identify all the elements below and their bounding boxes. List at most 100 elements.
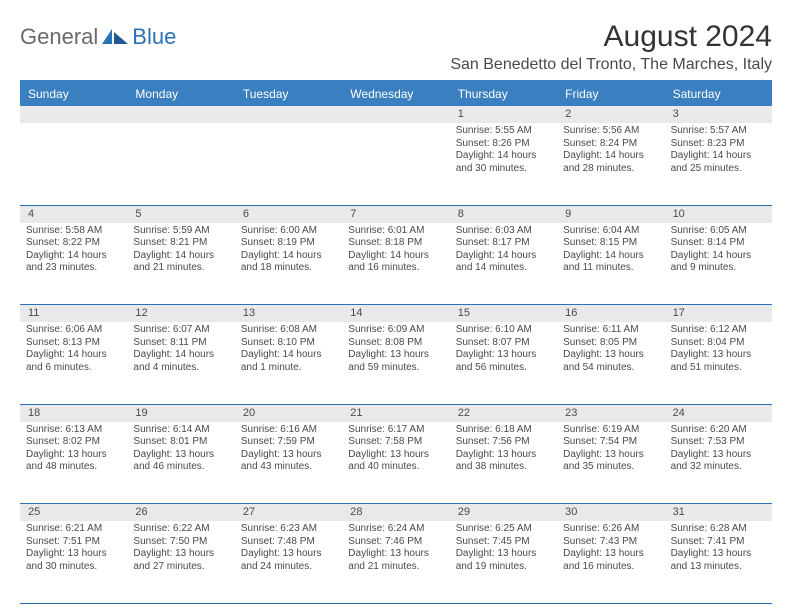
brand-general: General [20,24,98,50]
dow-tuesday: Tuesday [235,82,342,106]
day-detail-line: Daylight: 13 hours and 16 minutes. [563,548,658,573]
day-details: Sunrise: 6:21 AMSunset: 7:51 PMDaylight:… [20,521,127,603]
day-details: Sunrise: 6:20 AMSunset: 7:53 PMDaylight:… [665,422,772,504]
day-details: Sunrise: 6:16 AMSunset: 7:59 PMDaylight:… [235,422,342,504]
day-detail-line: Sunset: 7:51 PM [26,536,121,549]
day-detail-line: Sunrise: 6:26 AM [563,523,658,536]
day-detail-line: Sunrise: 6:10 AM [456,324,551,337]
day-number-row: 18192021222324 [20,405,772,422]
day-detail-line: Daylight: 13 hours and 56 minutes. [456,349,551,374]
day-detail-line: Daylight: 13 hours and 27 minutes. [133,548,228,573]
day-detail-line: Daylight: 13 hours and 24 minutes. [241,548,336,573]
day-details: Sunrise: 6:22 AMSunset: 7:50 PMDaylight:… [127,521,234,603]
day-detail-line: Sunset: 8:14 PM [671,237,766,250]
day-detail-line: Sunrise: 6:24 AM [348,523,443,536]
week-row: 123Sunrise: 5:55 AMSunset: 8:26 PMDaylig… [20,106,772,206]
day-detail-line: Sunset: 7:58 PM [348,436,443,449]
day-detail-line: Sunrise: 6:12 AM [671,324,766,337]
dow-saturday: Saturday [665,82,772,106]
header: General Blue August 2024 San Benedetto d… [20,20,772,74]
day-body-row: Sunrise: 6:06 AMSunset: 8:13 PMDaylight:… [20,322,772,404]
day-details: Sunrise: 5:58 AMSunset: 8:22 PMDaylight:… [20,223,127,305]
day-number: 21 [342,405,449,422]
day-detail-line: Daylight: 13 hours and 21 minutes. [348,548,443,573]
day-details: Sunrise: 5:56 AMSunset: 8:24 PMDaylight:… [557,123,664,205]
day-detail-line: Sunset: 8:15 PM [563,237,658,250]
day-detail-line: Sunrise: 6:00 AM [241,225,336,238]
day-number: 13 [235,305,342,322]
day-number: 27 [235,504,342,521]
day-number: 23 [557,405,664,422]
day-detail-line: Sunset: 7:50 PM [133,536,228,549]
week-row: 11121314151617Sunrise: 6:06 AMSunset: 8:… [20,305,772,405]
day-detail-line: Sunrise: 6:04 AM [563,225,658,238]
day-number: 11 [20,305,127,322]
weeks-container: 123Sunrise: 5:55 AMSunset: 8:26 PMDaylig… [20,106,772,604]
day-detail-line: Sunset: 7:48 PM [241,536,336,549]
day-body-row: Sunrise: 6:21 AMSunset: 7:51 PM Daylight:… [20,521,772,603]
day-number: 17 [665,305,772,322]
day-detail-line: Daylight: 14 hours and 21 minutes. [133,250,228,275]
day-detail-line: Sunrise: 6:08 AM [241,324,336,337]
day-details [342,123,449,205]
day-detail-line: Sunrise: 6:09 AM [348,324,443,337]
day-number: 28 [342,504,449,521]
day-number-row: 123 [20,106,772,123]
day-details: Sunrise: 6:28 AMSunset: 7:41 PMDaylight:… [665,521,772,603]
day-detail-line: Sunrise: 6:20 AM [671,424,766,437]
week-row: 45678910Sunrise: 5:58 AMSunset: 8:22 PMD… [20,206,772,306]
day-detail-line: Sunrise: 6:01 AM [348,225,443,238]
day-detail-line: Daylight: 14 hours and 18 minutes. [241,250,336,275]
day-details: Sunrise: 6:03 AMSunset: 8:17 PMDaylight:… [450,223,557,305]
day-number: 24 [665,405,772,422]
title-block: August 2024 San Benedetto del Tronto, Th… [450,20,772,74]
day-body-row: Sunrise: 5:55 AMSunset: 8:26 PMDaylight:… [20,123,772,205]
day-detail-line: Sunset: 8:05 PM [563,337,658,350]
day-number: 20 [235,405,342,422]
day-details: Sunrise: 6:14 AMSunset: 8:01 PMDaylight:… [127,422,234,504]
day-detail-line: Sunset: 8:17 PM [456,237,551,250]
day-detail-line: Daylight: 14 hours and 11 minutes. [563,250,658,275]
day-details: Sunrise: 6:25 AMSunset: 7:45 PMDaylight:… [450,521,557,603]
day-details [235,123,342,205]
dow-thursday: Thursday [450,82,557,106]
dow-wednesday: Wednesday [342,82,449,106]
day-detail-line: Sunset: 8:02 PM [26,436,121,449]
day-detail-line: Sunset: 8:10 PM [241,337,336,350]
calendar-page: General Blue August 2024 San Benedetto d… [0,0,792,612]
dow-friday: Friday [557,82,664,106]
day-details: Sunrise: 6:12 AMSunset: 8:04 PMDaylight:… [665,322,772,404]
day-number [127,106,234,123]
day-details: Sunrise: 5:59 AMSunset: 8:21 PMDaylight:… [127,223,234,305]
day-details: Sunrise: 6:01 AMSunset: 8:18 PMDaylight:… [342,223,449,305]
day-detail-line: Sunset: 8:18 PM [348,237,443,250]
week-row: 18192021222324Sunrise: 6:13 AMSunset: 8:… [20,405,772,505]
day-detail-line: Sunrise: 6:25 AM [456,523,551,536]
day-detail-line: Daylight: 13 hours and 40 minutes. [348,449,443,474]
day-detail-line: Sunset: 8:13 PM [26,337,121,350]
day-detail-line: Sunrise: 6:21 AM [26,523,121,536]
day-details: Sunrise: 6:24 AMSunset: 7:46 PMDaylight:… [342,521,449,603]
day-detail-line: Sunset: 7:43 PM [563,536,658,549]
day-number: 29 [450,504,557,521]
day-number: 22 [450,405,557,422]
day-details: Sunrise: 6:18 AMSunset: 7:56 PMDaylight:… [450,422,557,504]
day-detail-line: Daylight: 14 hours and 6 minutes. [26,349,121,374]
day-detail-line: Sunset: 8:11 PM [133,337,228,350]
day-detail-line: Sunset: 8:08 PM [348,337,443,350]
day-details [20,123,127,205]
day-detail-line: Daylight: 14 hours and 30 minutes. [456,150,551,175]
day-number: 9 [557,206,664,223]
day-detail-line: Sunset: 7:41 PM [671,536,766,549]
day-details: Sunrise: 6:07 AMSunset: 8:11 PMDaylight:… [127,322,234,404]
day-detail-line: Daylight: 14 hours and 25 minutes. [671,150,766,175]
day-detail-line: Sunset: 7:59 PM [241,436,336,449]
day-detail-line: Sunset: 7:46 PM [348,536,443,549]
dow-sunday: Sunday [20,82,127,106]
day-number-row: 45678910 [20,206,772,223]
day-detail-line: Daylight: 13 hours and 59 minutes. [348,349,443,374]
day-number: 3 [665,106,772,123]
day-number: 7 [342,206,449,223]
day-details: Sunrise: 6:08 AMSunset: 8:10 PMDaylight:… [235,322,342,404]
day-number: 19 [127,405,234,422]
